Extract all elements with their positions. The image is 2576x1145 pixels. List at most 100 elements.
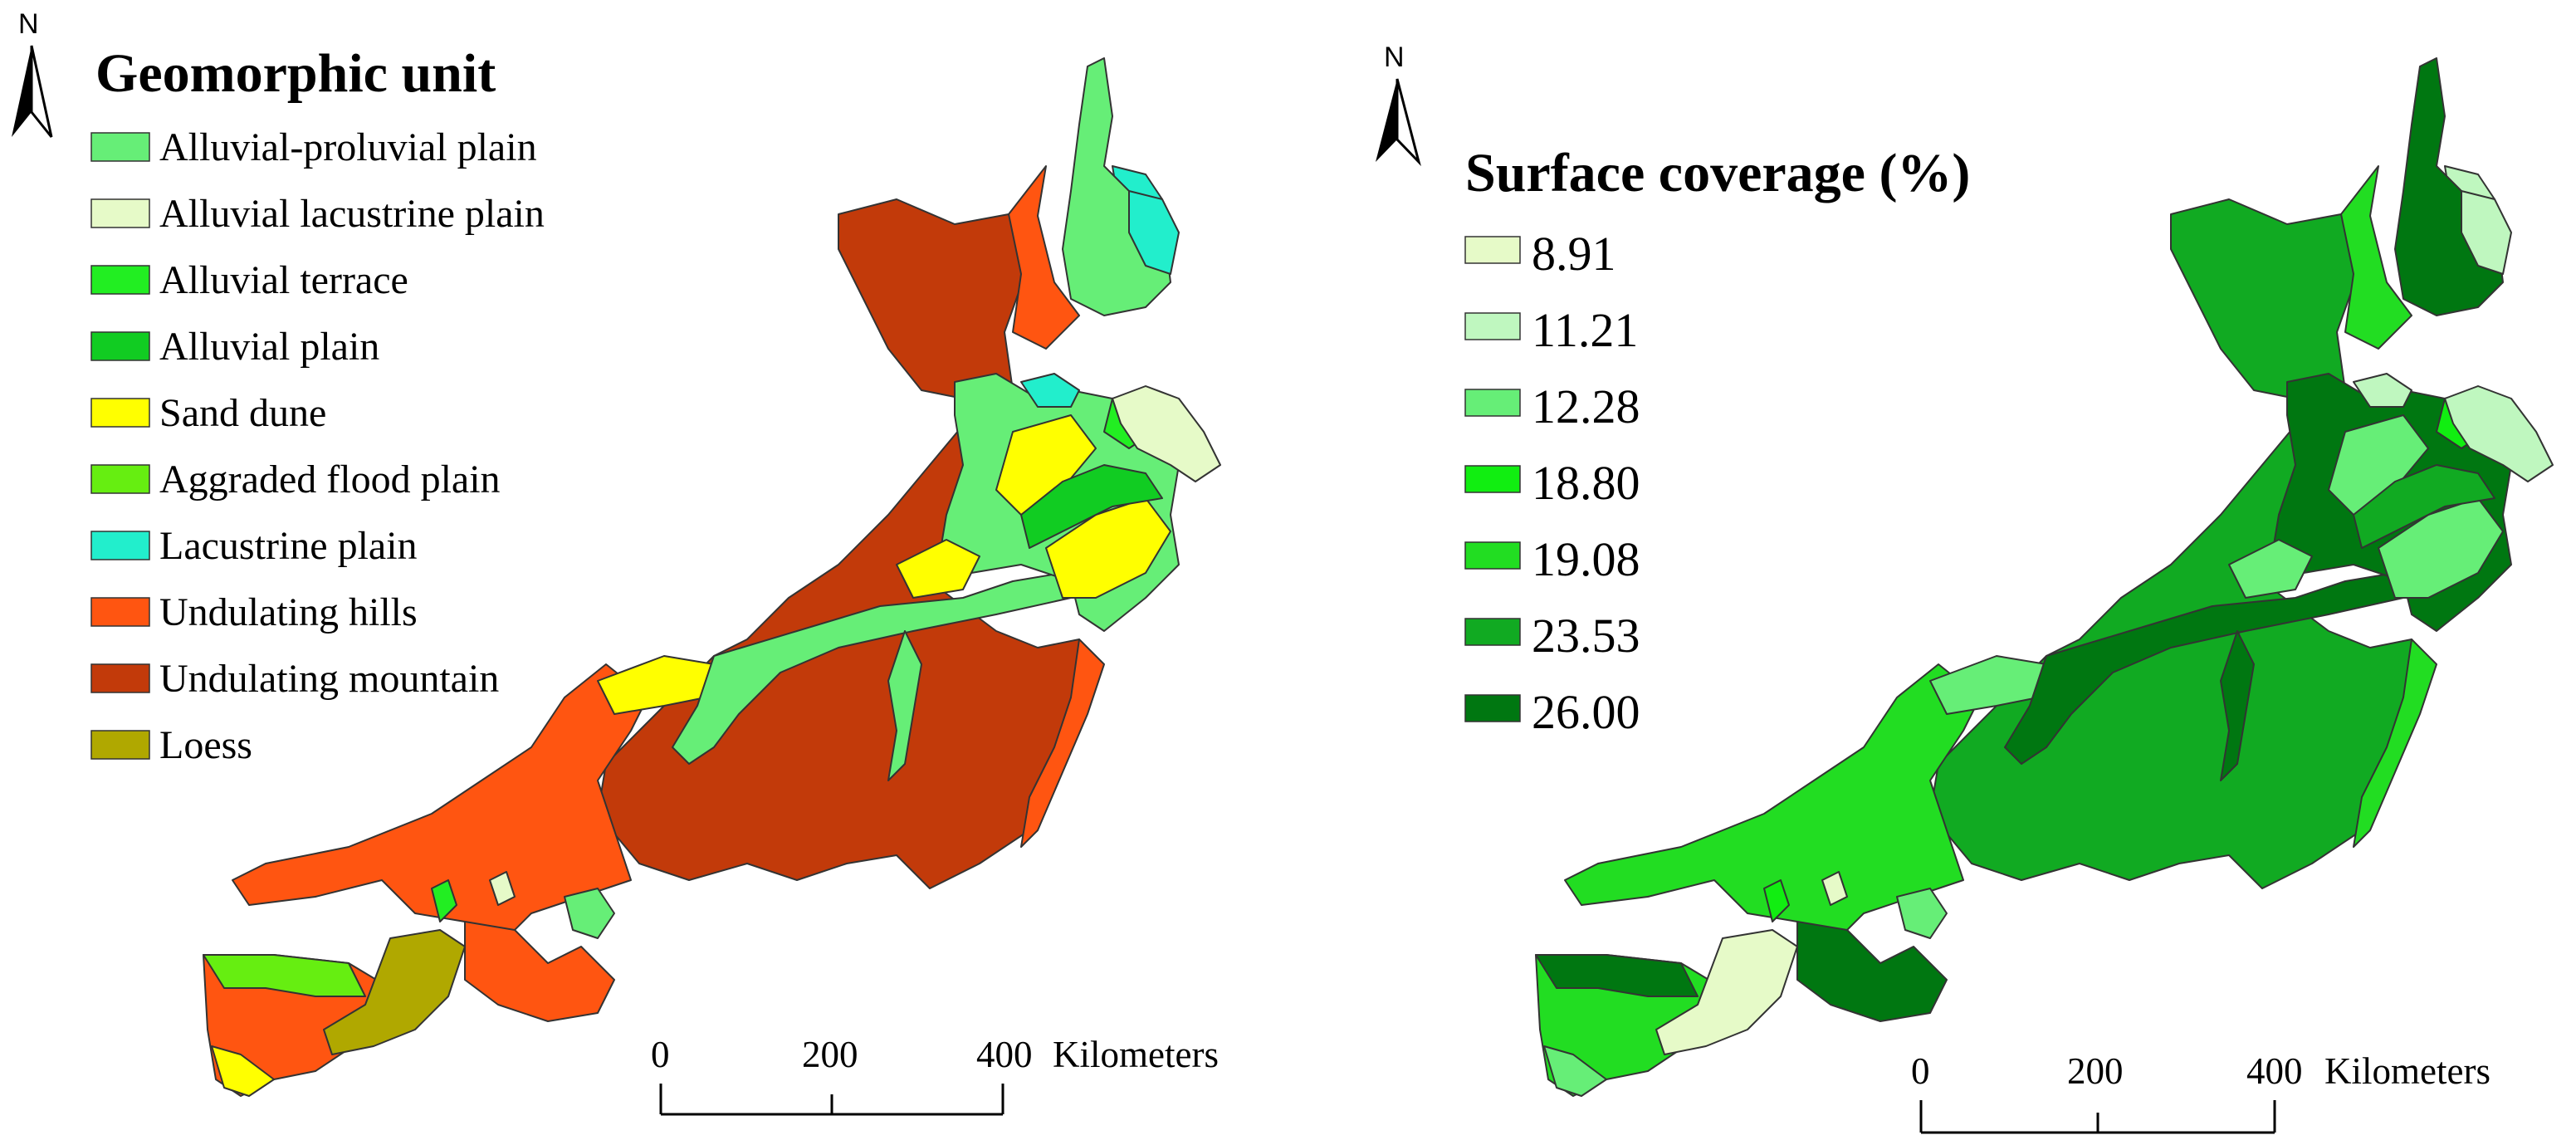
region-alluvial-proluvial-small-1	[564, 888, 615, 939]
legend-swatch	[1464, 465, 1521, 493]
legend-item-coverage-19-08: 19.08	[1464, 532, 1640, 586]
coverage-sw-corner-26	[1535, 954, 1699, 997]
legend-item-alluvial-terrace: Alluvial terrace	[90, 258, 408, 302]
legend-swatch	[90, 265, 150, 295]
legend-swatch	[1464, 541, 1521, 570]
legend-label: Sand dune	[159, 391, 326, 435]
region-undulating-hills-south	[464, 921, 615, 1022]
scale-tick-label-400: 400	[2246, 1050, 2303, 1092]
legend-item-aggraded-flood-plain: Aggraded flood plain	[90, 458, 501, 502]
coverage-region	[1535, 57, 2554, 1097]
geomorphic-map-panel: N	[12, 8, 1221, 1116]
surface-coverage-map-panel: N	[1376, 42, 2554, 1134]
region-alluvial-lacustrine-small	[489, 871, 516, 906]
legend-swatch	[90, 597, 150, 627]
north-arrow: N	[12, 8, 53, 138]
coverage-mid-11	[2353, 373, 2412, 408]
coverage-legend: Surface coverage (%) 8.91 11.21 12.28 18…	[1464, 143, 1970, 739]
scale-tick-label-200: 200	[802, 1034, 858, 1075]
north-arrow-label: N	[1384, 42, 1405, 73]
legend-swatch	[1464, 389, 1521, 417]
legend-label: 11.21	[1532, 303, 1638, 357]
geomorphic-region	[203, 57, 1221, 1097]
legend-label: 23.53	[1532, 609, 1640, 663]
legend-swatch	[90, 531, 150, 560]
legend-item-coverage-8-91: 8.91	[1464, 227, 1616, 281]
region-alluvial-proluvial-branch	[887, 630, 922, 781]
coverage-ne-12-b	[2378, 497, 2504, 599]
legend-item-coverage-26-00: 26.00	[1464, 685, 1640, 739]
region-undulating-hills-sw	[232, 663, 648, 947]
coverage-sw-19	[1564, 663, 1981, 947]
region-alluvial-lacustrine-ne	[1112, 385, 1221, 482]
legend-item-lacustrine-plain: Lacustrine plain	[90, 524, 418, 568]
legend-label: Aggraded flood plain	[159, 458, 501, 502]
coverage-small-8	[1821, 871, 1848, 906]
coverage-corridor-26	[2004, 572, 2404, 765]
legend-label: Alluvial plain	[159, 325, 379, 369]
coverage-ne-23	[2353, 464, 2495, 549]
region-alluvial-terrace-small	[431, 879, 457, 922]
region-sand-dune-ne-2	[1045, 497, 1171, 599]
legend-swatch	[90, 132, 150, 162]
region-undulating-hills-north	[1008, 165, 1080, 350]
scale-unit-label: Kilometers	[2324, 1050, 2490, 1092]
scale-tick-label-0: 0	[1911, 1050, 1930, 1092]
scale-tick-label-400: 400	[976, 1034, 1033, 1075]
legend-item-undulating-hills: Undulating hills	[90, 590, 418, 634]
region-loess	[323, 929, 466, 1055]
scale-tick-label-0: 0	[651, 1034, 670, 1075]
legend-label: 26.00	[1532, 685, 1640, 739]
legend-label: Lacustrine plain	[159, 524, 418, 568]
north-arrow-right-half	[1396, 78, 1421, 167]
region-sw-green	[203, 954, 366, 997]
north-arrow-left-half	[12, 46, 32, 137]
coverage-small-18	[1763, 879, 1790, 922]
coverage-north-19	[2340, 165, 2412, 350]
legend-label: 12.28	[1532, 379, 1640, 433]
legend-swatch	[1464, 618, 1521, 646]
scale-bar-left: 0 200 400 Kilometers	[651, 1034, 1219, 1116]
legend-item-alluvial-proluvial-plain: Alluvial-proluvial plain	[90, 125, 537, 169]
legend-item-coverage-18-80: 18.80	[1464, 456, 1640, 510]
legend-item-alluvial-plain: Alluvial plain	[90, 325, 379, 369]
legend-swatch	[1464, 236, 1521, 264]
north-arrow-label: N	[18, 8, 39, 40]
region-alluvial-plain-ne	[1020, 464, 1163, 549]
region-undulating-hills-east	[1020, 639, 1105, 848]
legend-swatch	[90, 464, 150, 494]
legend-item-loess: Loess	[90, 723, 252, 767]
coverage-east-19	[2353, 639, 2437, 848]
legend-item-sand-dune: Sand dune	[90, 391, 326, 435]
scale-unit-label: Kilometers	[1053, 1034, 1219, 1075]
legend-swatch	[90, 398, 150, 428]
legend-item-undulating-mountain: Undulating mountain	[90, 657, 499, 701]
legend-item-alluvial-lacustrine-plain: Alluvial lacustrine plain	[90, 192, 545, 236]
legend-label: Loess	[159, 723, 252, 767]
legend-item-coverage-12-28: 12.28	[1464, 379, 1640, 433]
legend-label: Alluvial terrace	[159, 258, 408, 302]
coverage-legend-title: Surface coverage (%)	[1465, 143, 1970, 203]
north-arrow-left-half	[1376, 79, 1397, 162]
legend-label: 8.91	[1532, 227, 1616, 281]
legend-swatch	[90, 198, 150, 228]
coverage-branch-26	[2220, 630, 2255, 781]
coverage-ne-tip-11	[2444, 385, 2554, 482]
north-arrow-right-half	[30, 45, 53, 138]
legend-swatch	[1464, 312, 1521, 340]
legend-item-coverage-23-53: 23.53	[1464, 609, 1640, 663]
region-lacustrine-plain-mid	[1020, 373, 1080, 408]
region-alluvial-proluvial-corridor	[672, 572, 1072, 765]
coverage-south-26	[1796, 921, 1948, 1022]
legend-swatch	[90, 663, 150, 693]
legend-label: 18.80	[1532, 456, 1640, 510]
region-lacustrine-plain-north	[1128, 190, 1180, 275]
legend-label: Undulating mountain	[159, 657, 499, 701]
coverage-ne-12-c	[2228, 539, 2313, 599]
scale-tick-label-200: 200	[2067, 1050, 2124, 1092]
scale-bar-right: 0 200 400 Kilometers	[1911, 1050, 2490, 1134]
legend-swatch	[1464, 694, 1521, 722]
north-arrow: N	[1376, 42, 1421, 167]
legend-label: Alluvial lacustrine plain	[159, 192, 545, 236]
